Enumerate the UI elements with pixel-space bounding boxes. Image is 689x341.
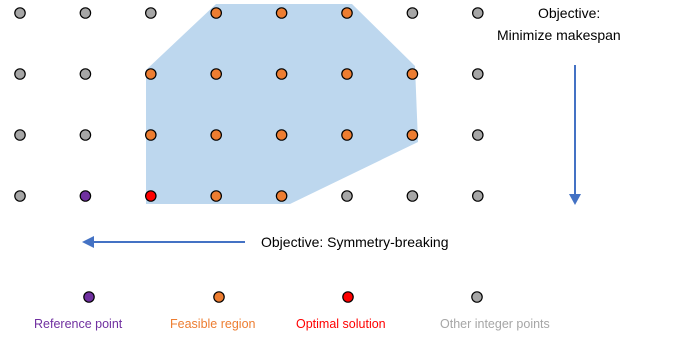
objective-makespan-label-line2: Minimize makespan xyxy=(497,27,621,43)
point-other-r1-c1 xyxy=(79,68,92,80)
point-other-r0-c0 xyxy=(14,7,26,19)
legend-marker-feasible xyxy=(213,291,225,303)
point-other-r3-c5 xyxy=(341,190,353,202)
point-feasible-r2-c6 xyxy=(406,129,419,141)
objective-makespan-label-line1: Objective: xyxy=(538,5,601,21)
point-feasible-r0-c3 xyxy=(210,7,222,19)
point-feasible-r0-c4 xyxy=(275,7,288,19)
legend-label-reference: Reference point xyxy=(34,317,123,331)
point-feasible-r3-c3 xyxy=(210,190,222,202)
point-optimal-r3-c2 xyxy=(145,190,157,202)
vertical-arrow-head xyxy=(569,194,581,205)
point-feasible-r2-c2 xyxy=(145,129,157,141)
point-other-r3-c0 xyxy=(14,190,26,202)
legend-label-feasible: Feasible region xyxy=(170,317,256,331)
legend-label-other: Other integer points xyxy=(440,317,550,331)
point-reference-r3-c1 xyxy=(79,190,92,202)
integer-point-grid xyxy=(14,7,484,202)
legend-marker-optimal xyxy=(342,291,354,303)
point-feasible-r1-c4 xyxy=(275,68,288,80)
point-other-r1-c0 xyxy=(14,68,26,80)
point-other-r0-c7 xyxy=(471,7,484,19)
point-feasible-r2-c3 xyxy=(210,129,222,141)
point-other-r2-c1 xyxy=(79,129,92,141)
point-other-r0-c1 xyxy=(79,7,92,19)
legend-marker-other xyxy=(471,291,483,303)
legend-label-optimal: Optimal solution xyxy=(296,317,386,331)
point-other-r0-c2 xyxy=(145,7,157,19)
point-feasible-r2-c4 xyxy=(275,129,288,141)
objective-symmetry-label: Objective: Symmetry-breaking xyxy=(261,234,449,250)
feasible-region-polygon xyxy=(146,4,418,204)
point-feasible-r3-c4 xyxy=(275,190,288,202)
point-other-r3-c7 xyxy=(471,190,484,202)
point-other-r1-c7 xyxy=(471,68,484,80)
point-feasible-r0-c5 xyxy=(341,7,353,19)
point-other-r2-c0 xyxy=(14,129,26,141)
point-other-r2-c7 xyxy=(471,129,484,141)
point-feasible-r1-c3 xyxy=(210,68,222,80)
point-other-r3-c6 xyxy=(406,190,419,202)
point-feasible-r1-c6 xyxy=(406,68,419,80)
horizontal-arrow-head xyxy=(82,236,94,248)
point-feasible-r1-c2 xyxy=(145,68,157,80)
point-feasible-r1-c5 xyxy=(341,68,353,80)
legend-marker-reference xyxy=(83,291,95,303)
point-feasible-r2-c5 xyxy=(341,129,353,141)
legend-markers xyxy=(83,291,483,303)
point-other-r0-c6 xyxy=(406,7,419,19)
